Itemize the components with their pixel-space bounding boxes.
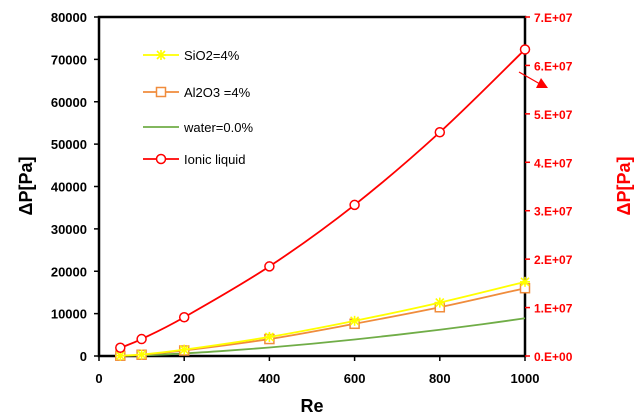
axes-layer: 0 200 400 600 800 100001000020000300004000050… <box>51 10 573 386</box>
data-point-circle <box>519 44 531 55</box>
data-point-circle <box>178 312 190 323</box>
series-3 <box>115 44 531 354</box>
series-layer <box>115 44 548 361</box>
legend-label: water=0.0% <box>183 120 253 135</box>
y-left-tick-label: 80000 <box>51 10 87 25</box>
data-point-circle <box>115 342 126 354</box>
asterisk-stroke <box>137 349 147 360</box>
x-tick-label: 1000 <box>511 371 540 386</box>
y-left-tick-label: 40000 <box>51 180 87 195</box>
x-tick-label: 600 <box>344 371 366 386</box>
y-left-tick-label: 20000 <box>51 264 87 279</box>
legend-label: SiO2=4% <box>184 48 240 63</box>
x-tick-label: 200 <box>173 371 195 386</box>
asterisk-stroke <box>115 351 125 361</box>
y-right-tick-label: 6.E+07 <box>534 59 573 73</box>
asterisk-stroke <box>179 345 189 355</box>
series-line <box>119 48 526 349</box>
y-left-tick-label: 30000 <box>51 222 87 237</box>
x-tick-label: 400 <box>259 371 281 386</box>
y-axis-label-right: ΔP[Pa] <box>614 157 634 216</box>
series-2 <box>120 317 526 357</box>
y-right-tick-label: 7.E+07 <box>534 11 573 25</box>
data-point-asterisk <box>264 331 275 342</box>
y-right-tick-label: 4.E+07 <box>534 156 573 170</box>
y-right-tick-label: 1.E+07 <box>534 302 573 316</box>
data-point-asterisk <box>179 344 190 355</box>
legend-label: Ionic liquid <box>184 152 245 167</box>
legend-item: Ionic liquid <box>143 152 245 167</box>
asterisk-stroke <box>156 50 166 60</box>
y-left-tick-label: 0 <box>80 349 87 364</box>
legend-item: Al2O3 =4% <box>143 85 251 100</box>
asterisk-stroke <box>520 277 530 287</box>
legend-item: SiO2=4% <box>143 48 240 63</box>
x-tick-label: 0 <box>95 371 102 386</box>
data-point-circle <box>349 199 360 211</box>
data-point-asterisk <box>136 349 147 360</box>
asterisk-stroke <box>435 298 445 308</box>
y-left-tick-label: 70000 <box>51 52 87 67</box>
arrow-head <box>536 78 548 88</box>
legend: SiO2=4% Al2O3 =4% water=0.0% Ionic liquid <box>143 48 253 167</box>
y-left-tick-label: 10000 <box>51 307 87 322</box>
legend-item: water=0.0% <box>143 120 253 135</box>
data-point-square <box>155 86 167 98</box>
y-left-tick-label: 50000 <box>51 137 87 152</box>
data-point-circle <box>434 127 446 138</box>
x-tick-label: 800 <box>429 371 451 386</box>
y-axis-label-left: ΔP[Pa] <box>16 157 36 216</box>
plot-area <box>97 15 527 358</box>
y-right-tick-label: 0.E+00 <box>534 350 573 364</box>
data-point-asterisk <box>349 315 360 326</box>
series-0 <box>115 276 530 361</box>
legend-label: Al2O3 =4% <box>184 85 251 100</box>
data-point-asterisk <box>156 50 166 60</box>
data-point-asterisk <box>520 276 530 287</box>
plot-border <box>97 15 527 358</box>
right-axis-arrow <box>518 71 548 88</box>
y-right-tick-label: 2.E+07 <box>534 253 573 267</box>
data-point-circle <box>155 153 167 165</box>
y-right-tick-label: 5.E+07 <box>534 108 573 122</box>
series-line <box>120 317 526 357</box>
asterisk-stroke <box>264 332 274 342</box>
y-right-tick-label: 3.E+07 <box>534 205 573 219</box>
y-left-tick-label: 60000 <box>51 95 87 110</box>
asterisk-stroke <box>350 316 360 326</box>
data-point-circle <box>264 261 275 272</box>
x-axis-label: Re <box>300 396 323 416</box>
arrow-shaft <box>518 71 541 85</box>
data-point-circle <box>136 333 147 345</box>
data-point-asterisk <box>434 297 445 308</box>
